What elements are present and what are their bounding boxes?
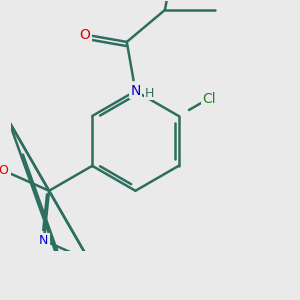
Text: N: N (39, 234, 49, 247)
Text: O: O (0, 164, 8, 177)
Text: N: N (130, 84, 141, 98)
Text: Cl: Cl (202, 92, 216, 106)
Text: O: O (80, 28, 91, 42)
Text: H: H (144, 86, 154, 100)
